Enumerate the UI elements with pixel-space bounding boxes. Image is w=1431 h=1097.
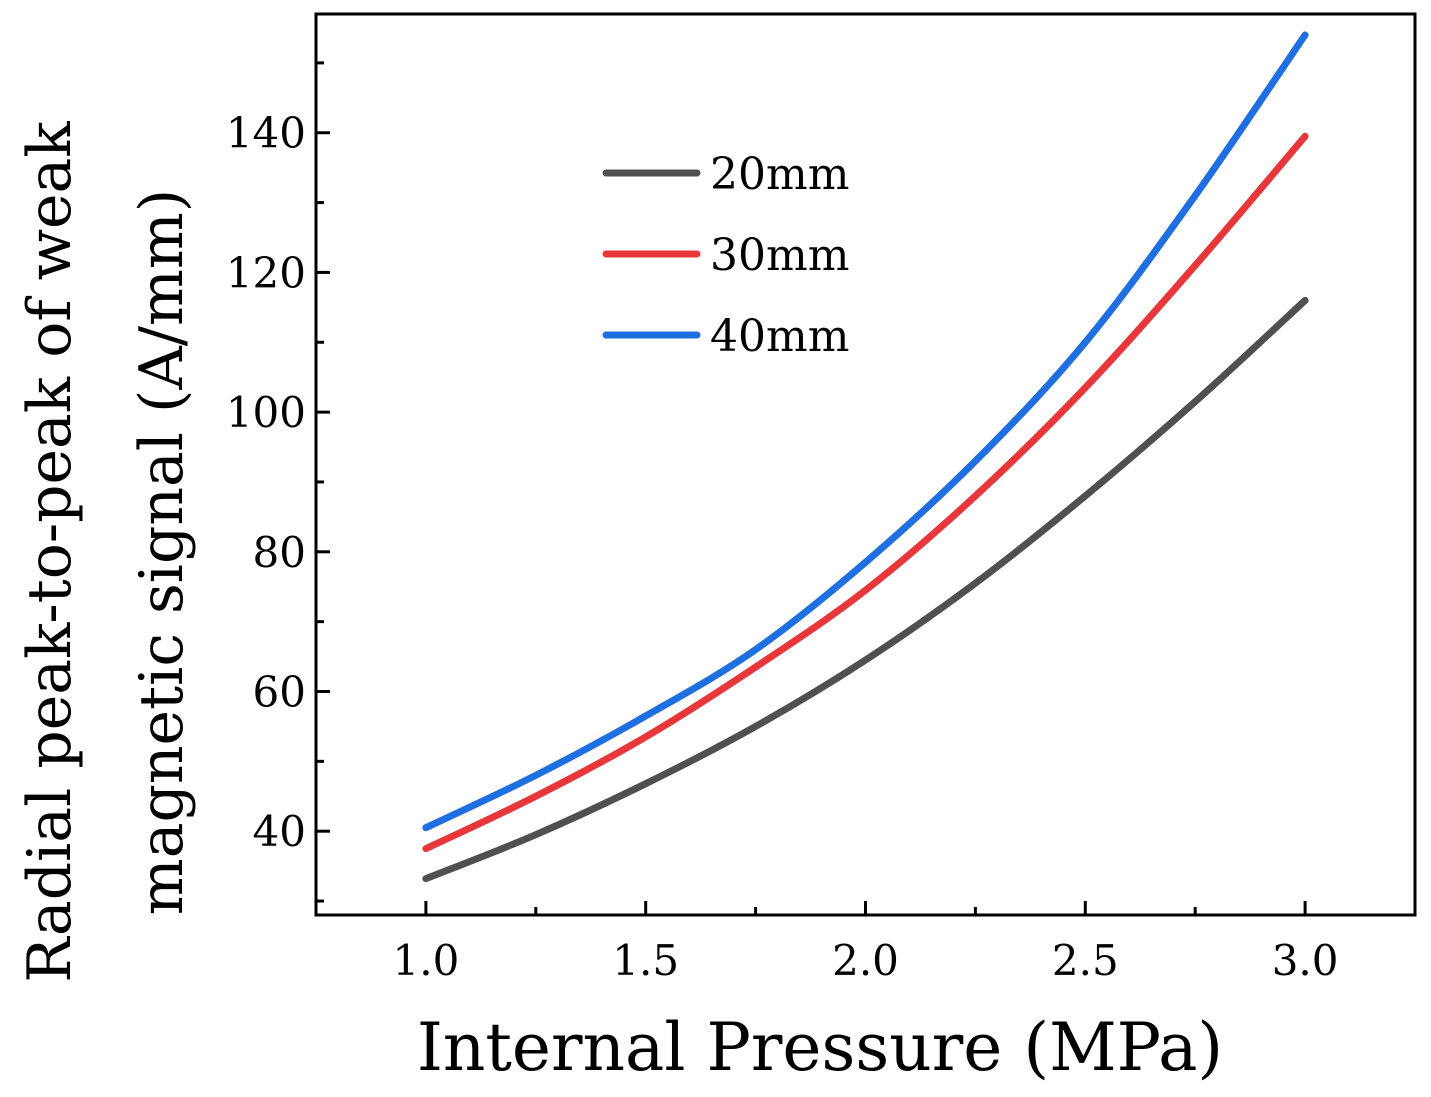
y-tick-label: 140	[226, 109, 306, 158]
plot-frame	[314, 12, 1417, 917]
x-tick-label: 2.0	[832, 936, 899, 985]
legend: 20mm 30mm 40mm	[602, 149, 849, 362]
x-tick-label: 2.5	[1052, 936, 1119, 985]
y-axis-title-line1: Radial peak-to-peak of weak	[15, 121, 85, 983]
y-axis-tick-labels: 40 60 80 100 120 140	[226, 109, 306, 856]
y-axis-ticks	[316, 61, 330, 903]
legend-label-20mm: 20mm	[710, 149, 849, 200]
x-tick-label: 1.5	[612, 936, 679, 985]
legend-label-30mm: 30mm	[710, 230, 849, 281]
y-tick-label: 120	[226, 248, 306, 297]
legend-label-40mm: 40mm	[710, 311, 849, 362]
y-tick-label: 40	[253, 807, 306, 856]
series-line-20mm	[422, 296, 1309, 883]
x-axis-ticks	[424, 901, 1307, 915]
x-tick-label: 3.0	[1272, 936, 1339, 985]
x-axis-title: Internal Pressure (MPa)	[417, 1009, 1223, 1086]
y-tick-label: 80	[253, 528, 306, 577]
series-lines	[422, 31, 1309, 883]
x-axis-tick-labels: 1.0 1.5 2.0 2.5 3.0	[393, 936, 1339, 985]
y-axis-title-line2: magnetic signal (A/mm)	[127, 189, 197, 915]
x-tick-label: 1.0	[393, 936, 460, 985]
y-tick-label: 100	[226, 388, 306, 437]
series-line-30mm	[422, 132, 1309, 853]
y-tick-label: 60	[253, 667, 306, 716]
series-line-40mm	[422, 31, 1309, 832]
